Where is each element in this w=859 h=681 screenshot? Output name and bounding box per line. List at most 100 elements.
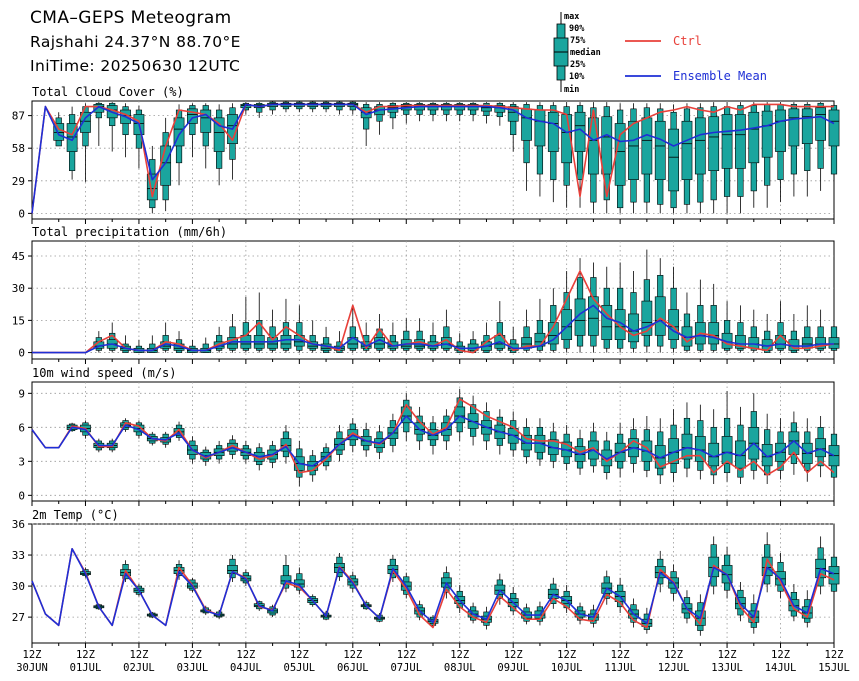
box-inner [708,322,720,345]
box-plot [427,322,439,353]
box-inner [761,110,773,158]
box-inner [668,128,679,192]
x-tick-label-hour: 12Z [557,649,576,661]
legend: max 90% 75% median 25% 10% min Ctrl Ense… [553,12,767,95]
box-inner [681,120,693,180]
box-plot [735,406,746,484]
y-tick-label: 0 [18,489,25,502]
x-tick-label-hour: 12Z [450,649,469,661]
legend-ctrl-label: Ctrl [673,34,702,48]
panel-0: Total Cloud Cover (%) 0 29 58 87 [12,85,840,224]
box-inner [601,116,613,175]
box-plot [561,425,573,471]
box-plot [267,309,278,353]
x-tick-label-date: 08JUL [444,662,476,674]
box-inner [748,111,760,164]
box-plot [173,104,185,186]
y-tick-label: 9 [18,387,25,400]
box-inner [735,335,746,349]
box-plot [668,409,679,482]
ctrl-line [31,398,835,476]
y-tick-label: 3 [18,455,25,468]
box-inner [521,108,532,141]
box-plot [227,313,238,353]
box-plot [280,101,292,113]
box-plot [414,406,426,450]
x-tick-label-date: 07JUL [390,662,422,674]
box-plot [120,103,131,158]
box-plot [681,292,693,353]
y-tick-label: 36 [12,518,25,531]
box-plot [534,298,546,353]
x-tick-label-date: 06JUL [337,662,369,674]
box-inner [641,300,653,336]
x-tick-label-hour: 12Z [611,649,630,661]
legend-label-min: min [564,84,579,95]
y-tick-label: 30 [12,282,25,295]
panel-2: 10m wind speed (m/s) 0 3 6 9 [18,366,840,506]
box-plot [160,322,172,353]
box-plot [735,102,746,214]
y-tick-label: 15 [12,314,25,327]
x-tick-label-date: 02JUL [123,662,155,674]
box-plot [173,421,185,441]
box-plot [721,102,733,214]
box-inner [654,296,666,336]
x-tick-label-date: 05JUL [284,662,316,674]
box-plot [574,102,586,208]
ensemble-mean-line [31,547,835,627]
x-tick-label-hour: 12Z [236,649,255,661]
legend-label-median: median [570,47,601,58]
x-tick-label-hour: 12Z [76,649,95,661]
box-inner [775,109,786,152]
box-plot [681,402,693,478]
legend-label-p25: 25% [570,60,586,70]
box-inner [815,438,827,458]
box-plot [748,393,760,480]
box-inner [160,145,172,186]
box-inner [694,117,706,175]
x-tick-label-date: 09JUL [497,662,529,674]
box-plot [66,106,78,180]
y-tick-label: 45 [12,250,25,263]
box-inner [668,309,679,340]
x-tick-label-hour: 12Z [825,649,844,661]
box-plot [628,103,639,214]
x-tick-label-date: 03JUL [177,662,209,674]
x-tick-label-date: 04JUL [230,662,262,674]
box-inner [561,309,573,340]
box-plot [628,271,639,353]
panel-title: Total precipitation (mm/6h) [32,225,227,239]
box-inner [815,107,827,141]
box-inner [788,431,800,455]
panel-1: Total precipitation (mm/6h) 0 15 30 45 [12,225,840,364]
box-plot [721,391,733,482]
box-inner [588,296,599,336]
box-plot [293,305,305,353]
box-inner [654,445,666,469]
box-inner [267,337,278,349]
y-tick-label: 27 [12,611,25,624]
box-plot [748,102,760,208]
box-plot [694,279,706,353]
box-plot [347,305,359,353]
box-plot [227,555,238,582]
box-plot [694,103,706,214]
box-inner [815,337,827,349]
box-plot [828,102,840,197]
box-plot [801,102,813,197]
x-tick-label-hour: 12Z [129,649,148,661]
box-plot [200,103,212,169]
x-tick-label-hour: 12Z [397,649,416,661]
box-plot [735,581,746,622]
box-plot [213,104,225,186]
ensemble-mean-line [31,103,835,214]
x-tick-label-date: 14JUL [765,662,797,674]
box-inner [614,309,626,340]
y-tick-label: 30 [12,580,25,593]
box-inner [173,117,185,147]
box-plot [614,103,626,214]
box-plot [387,322,399,353]
box-inner [735,114,746,169]
box-inner [788,108,800,147]
